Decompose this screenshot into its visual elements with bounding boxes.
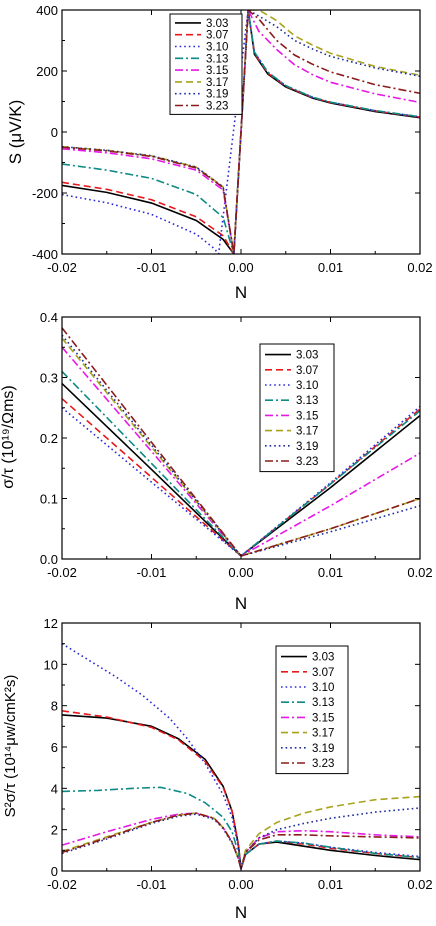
y-tick-label: 4	[51, 781, 58, 796]
legend-label: 3.03	[312, 652, 334, 664]
series-line-3.13	[62, 786, 420, 870]
x-tick-label: 0.00	[228, 877, 253, 892]
y-tick-label: -400	[32, 247, 58, 262]
x-tick-label: 0.01	[318, 565, 343, 580]
panel-0-ylabel: S (μV/K)	[6, 100, 25, 165]
panel-0-xlabel: N	[235, 283, 247, 302]
series-line-3.17	[62, 337, 420, 557]
series-line-3.07	[62, 398, 420, 558]
x-tick-label: -0.02	[47, 877, 77, 892]
series-line-3.10	[62, 10, 420, 254]
y-tick-label: 6	[51, 740, 58, 755]
series-line-3.15	[62, 812, 420, 871]
panel-1-xlabel: N	[235, 594, 247, 613]
legend-label: 3.07	[312, 667, 334, 679]
y-tick-label: 10	[44, 657, 58, 672]
legend-label: 3.19	[206, 89, 228, 101]
y-tick-label: 2	[51, 823, 58, 838]
y-tick-label: 0.1	[40, 492, 58, 507]
panel-2-ylabel: S²σ/τ (10¹⁴μw/cmK²s)	[2, 675, 19, 818]
x-tick-label: 0.02	[407, 260, 432, 275]
legend-box	[275, 645, 349, 775]
plot-frame	[61, 316, 421, 560]
y-tick-label: -200	[32, 186, 58, 201]
x-tick-label: -0.01	[137, 260, 167, 275]
y-tick-label: 0.2	[40, 431, 58, 446]
series-line-3.23	[62, 10, 420, 254]
series-line-3.19	[62, 807, 420, 871]
legend-label: 3.10	[312, 682, 334, 694]
legend-label: 3.23	[312, 758, 334, 770]
seebeck-panel: S (μV/K) N -0.02 -0.01 0.00 0.01 0.02 -400 -20…	[6, 3, 433, 302]
legend-box	[169, 13, 243, 115]
y-tick-label: 0.3	[40, 371, 58, 386]
y-tick-label: 12	[44, 616, 58, 631]
legend-label: 3.15	[206, 65, 228, 77]
legend-box	[259, 343, 335, 473]
series-line-3.13	[62, 370, 420, 558]
series-line-3.07	[62, 10, 420, 254]
legend-label: 3.10	[206, 42, 228, 54]
x-tick-label: -0.01	[137, 877, 167, 892]
legend-label: 3.17	[296, 426, 318, 438]
legend-label: 3.13	[296, 395, 318, 407]
legend-label: 3.19	[312, 743, 334, 755]
y-tick-label: 0.0	[40, 552, 58, 567]
series-line-3.17	[62, 10, 420, 254]
legend-label: 3.15	[312, 712, 334, 724]
series-line-3.10	[62, 405, 420, 558]
y-tick-label: 0	[51, 125, 58, 140]
x-tick-label: 0.01	[318, 877, 343, 892]
y-tick-label: 8	[51, 699, 58, 714]
y-tick-label: 200	[36, 64, 58, 79]
legend-label: 3.15	[296, 410, 318, 422]
x-tick-label: -0.01	[137, 565, 167, 580]
legend-label: 3.03	[206, 18, 228, 30]
legend-label: 3.10	[296, 380, 318, 392]
legend-label: 3.07	[296, 365, 318, 377]
x-tick-label: 0.02	[407, 877, 432, 892]
legend-label: 3.07	[206, 30, 228, 42]
y-tick-label: 0	[51, 864, 58, 879]
panel-2-xlabel: N	[235, 903, 247, 922]
x-tick-label: -0.02	[47, 565, 77, 580]
series-line-3.13	[62, 10, 420, 254]
panel-1-ylabel: σ/τ (10¹⁹/Ωms)	[0, 385, 17, 488]
y-tick-label: 0.4	[40, 310, 58, 325]
legend-label: 3.23	[206, 101, 228, 113]
legend-label: 3.17	[206, 77, 228, 89]
conductivity-panel: σ/τ (10¹⁹/Ωms) N -0.02 -0.01 0.00 0.01 0.02 0…	[0, 310, 433, 613]
series-line-3.03	[62, 714, 420, 870]
legend-label: 3.17	[312, 728, 334, 740]
legend-label: 3.23	[296, 456, 318, 468]
legend-label: 3.03	[296, 350, 318, 362]
x-tick-label: 0.01	[318, 260, 343, 275]
x-tick-label: 0.00	[228, 565, 253, 580]
series-line-3.17	[62, 795, 420, 870]
legend-label: 3.19	[296, 441, 318, 453]
y-tick-label: 400	[36, 3, 58, 18]
series-line-3.23	[62, 812, 420, 871]
power-factor-panel: S²σ/τ (10¹⁴μw/cmK²s) N -0.02 -0.01 0.00 0.0…	[2, 616, 433, 922]
legend-label: 3.13	[206, 53, 228, 65]
legend-label: 3.13	[312, 697, 334, 709]
x-tick-label: 0.00	[228, 260, 253, 275]
x-tick-label: 0.02	[407, 565, 432, 580]
series-line-3.15	[62, 10, 420, 254]
x-tick-label: -0.02	[47, 260, 77, 275]
